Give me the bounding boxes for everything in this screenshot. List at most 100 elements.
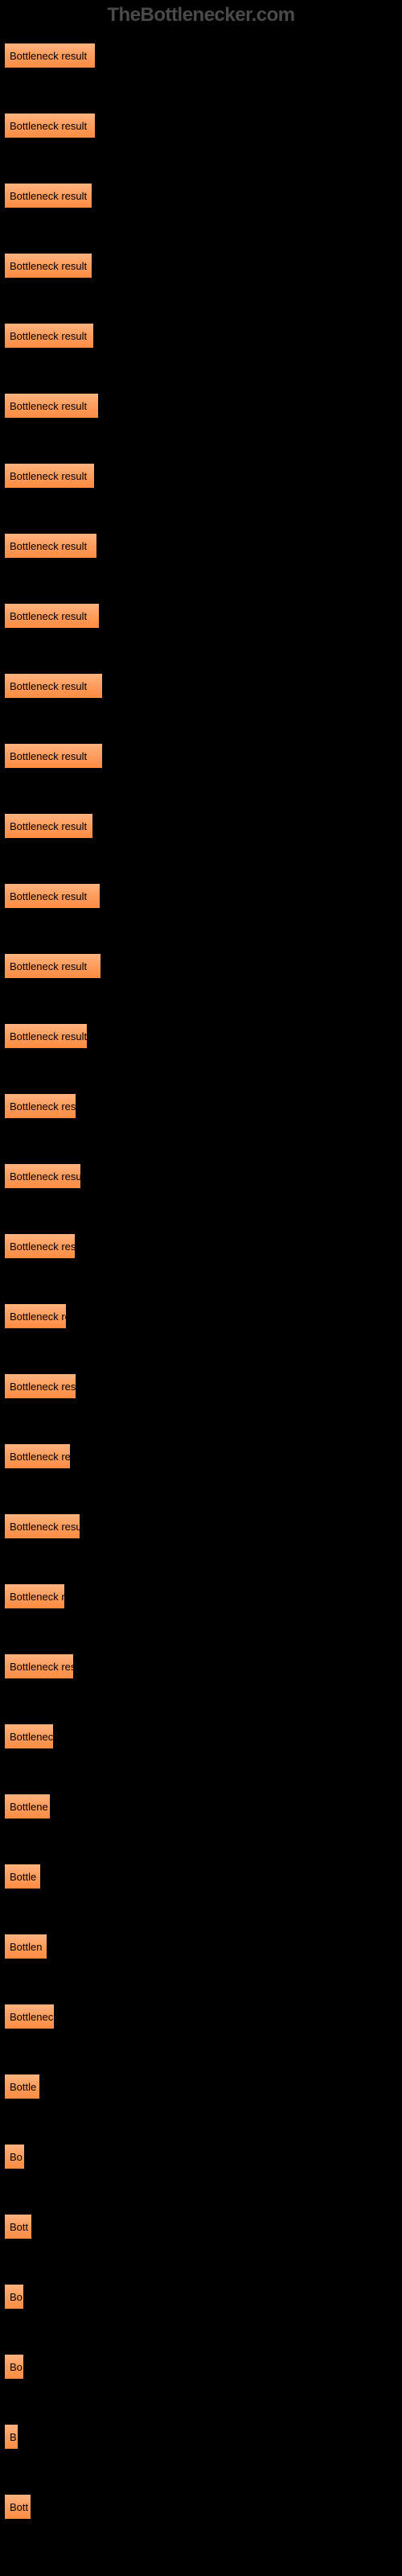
bar-row: Bottleneck result [4, 673, 398, 699]
bar-label: Bottle [10, 1871, 36, 1883]
bar: Bottleneck result [4, 743, 103, 769]
bar-row: Bottleneck result [4, 603, 398, 629]
bar: Bottleneck result [4, 1233, 76, 1259]
bar-row: Bottleneck result [4, 743, 398, 769]
bar-label: Bott [10, 2221, 28, 2233]
bar-row: Bott [4, 2214, 398, 2240]
bar: Bottleneck result [4, 463, 95, 489]
bar-row: Bott [4, 2494, 398, 2520]
bar-row: Bottleneck resu [4, 1443, 398, 1469]
bar: Bo [4, 2354, 24, 2380]
bar-row: Bottlenec [4, 1724, 398, 1749]
bar-row: Bottleneck result [4, 953, 398, 979]
bar: Bottlenec [4, 1724, 54, 1749]
bar-row: Bottlene [4, 1794, 398, 1819]
bar-row: Bottleneck result [4, 1023, 398, 1049]
bar-label: Bottleneck result [10, 820, 87, 832]
bar-row: Bottleneck result [4, 1233, 398, 1259]
bar-label: Bottleneck result [10, 50, 87, 62]
bar-label: Bottleneck result [10, 1100, 76, 1113]
bar-row: Bottleneck result [4, 533, 398, 559]
bar-row: Bottle [4, 2074, 398, 2099]
bar: Bottleneck result [4, 1023, 88, 1049]
bar-label: Bottleneck result [10, 470, 87, 482]
bar: Bottleneck result [4, 323, 94, 349]
bar-row: Bottleneck result [4, 253, 398, 279]
bar-row: Bottlen [4, 1934, 398, 1959]
bar-label: Bottleneck result [10, 330, 87, 342]
bar: Bo [4, 2284, 24, 2310]
bar-label: Bottlene [10, 1801, 48, 1813]
bar-row: Bottleneck result [4, 113, 398, 138]
bar-label: Bo [10, 2291, 23, 2303]
bar-row: Bottleneck result [4, 813, 398, 839]
bar-row: Bottleneck resul [4, 1653, 398, 1679]
bar: Bottleneck result [4, 393, 99, 419]
bar-label: Bottleneck result [10, 1521, 80, 1533]
bar-row: Bottleneck re [4, 1303, 398, 1329]
bar-row: Bottleneck result [4, 183, 398, 208]
bar: Bottleneck result [4, 883, 100, 909]
bar: Bottleneck result [4, 253, 92, 279]
bar-row: Bottleneck result [4, 1163, 398, 1189]
bar: Bottleneck resu [4, 1443, 71, 1469]
bar-label: Bottlenec [10, 1731, 53, 1743]
bar-row: Bottleneck re [4, 1583, 398, 1609]
bar-row: Bottleneck result [4, 463, 398, 489]
bar: Bottle [4, 2074, 40, 2099]
bar-label: Bottleneck resu [10, 1451, 71, 1463]
bar-label: Bottleneck result [10, 1030, 87, 1042]
bar-row: B [4, 2424, 398, 2450]
bar-row: Bottleneck result [4, 393, 398, 419]
bar-row: Bo [4, 2354, 398, 2380]
bar: Bottleneck result [4, 1513, 80, 1539]
bar-row: Bottleneck result [4, 43, 398, 68]
bar-row: Bottlenec [4, 2004, 398, 2029]
bar-label: Bottleneck result [10, 260, 87, 272]
bar-label: Bottleneck result [10, 540, 87, 552]
bar: Bottleneck re [4, 1583, 65, 1609]
bar-label: Bottleneck result [10, 1170, 81, 1183]
bar-label: Bo [10, 2361, 23, 2373]
bar-label: Bo [10, 2151, 23, 2163]
bar-label: Bottle [10, 2081, 36, 2093]
bar-chart: Bottleneck result Bottleneck result Bottle… [0, 43, 402, 2520]
bar-row: Bottleneck result [4, 883, 398, 909]
bar: Bottleneck result [4, 1373, 76, 1399]
bar-label: Bott [10, 2501, 28, 2513]
bar-label: Bottleneck result [10, 680, 87, 692]
bar: Bottleneck result [4, 1163, 81, 1189]
bar-row: Bottleneck result [4, 1093, 398, 1119]
bar: Bottleneck result [4, 533, 97, 559]
bar: Bottleneck result [4, 183, 92, 208]
bar: Bott [4, 2494, 31, 2520]
bar: Bottlene [4, 1794, 51, 1819]
bar-label: Bottleneck result [10, 890, 87, 902]
bar-label: Bottleneck result [10, 1381, 76, 1393]
bar-label: Bottleneck re [10, 1591, 65, 1603]
bar-label: Bottleneck result [10, 610, 87, 622]
bar-row: Bottleneck result [4, 1513, 398, 1539]
bar-row: Bottleneck result [4, 1373, 398, 1399]
bar: Bo [4, 2144, 25, 2169]
bar-label: Bottlen [10, 1941, 42, 1953]
bar-label: Bottleneck re [10, 1311, 67, 1323]
bar: Bottle [4, 1864, 41, 1889]
bar-label: Bottleneck result [10, 120, 87, 132]
bar-label: Bottleneck result [10, 750, 87, 762]
bar-row: Bo [4, 2284, 398, 2310]
bar-label: Bottleneck result [10, 1241, 76, 1253]
bar: Bottleneck result [4, 43, 96, 68]
bar: Bottlen [4, 1934, 47, 1959]
bar-label: Bottleneck result [10, 400, 87, 412]
bar: B [4, 2424, 18, 2450]
bar: Bottleneck result [4, 603, 100, 629]
bar-label: Bottlenec [10, 2011, 53, 2023]
bar: Bottleneck re [4, 1303, 67, 1329]
bar-row: Bottle [4, 1864, 398, 1889]
bar-row: Bo [4, 2144, 398, 2169]
bar-label: Bottleneck result [10, 190, 87, 202]
bar: Bottleneck result [4, 953, 101, 979]
bar-label: B [10, 2431, 17, 2443]
bar: Bottleneck result [4, 113, 96, 138]
